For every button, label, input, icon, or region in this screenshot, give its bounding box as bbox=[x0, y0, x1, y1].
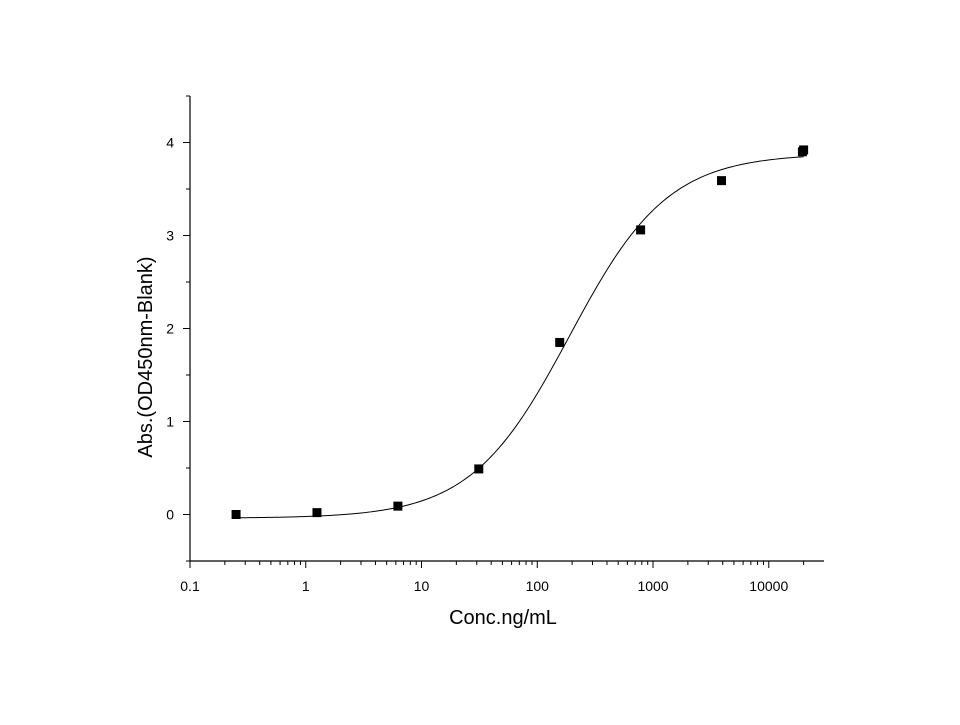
data-point-2 bbox=[393, 501, 403, 511]
data-point-3 bbox=[474, 464, 484, 474]
y-ticks: 0 1 2 3 4 bbox=[166, 95, 190, 562]
data-point-4 bbox=[555, 337, 565, 347]
x-tick-label: 10000 bbox=[749, 578, 788, 594]
axes bbox=[189, 96, 824, 562]
y-axis-title: Abs.(OD450nm-Blank) bbox=[135, 256, 157, 457]
data-point-1 bbox=[312, 508, 322, 518]
x-tick-label: 100 bbox=[526, 578, 550, 594]
data-points bbox=[231, 145, 809, 519]
y-tick-label: 2 bbox=[166, 321, 174, 337]
x-tick-label: 1000 bbox=[637, 578, 668, 594]
data-point-0 bbox=[231, 510, 241, 519]
y-tick-label: 3 bbox=[166, 228, 174, 244]
x-tick-label: 0.1 bbox=[180, 578, 200, 594]
x-axis-title: Conc.ng/mL bbox=[449, 607, 557, 629]
data-point-5 bbox=[636, 225, 646, 235]
data-point-8 bbox=[799, 145, 809, 155]
x-ticks: 0.1 1 10 100 1000 10000 bbox=[180, 561, 805, 594]
y-tick-label: 0 bbox=[166, 507, 174, 523]
y-tick-label: 1 bbox=[166, 414, 174, 430]
fit-curve bbox=[236, 156, 804, 519]
data-point-6 bbox=[717, 176, 727, 186]
y-tick-label: 4 bbox=[166, 135, 174, 151]
x-tick-label: 1 bbox=[302, 578, 310, 594]
x-tick-label: 10 bbox=[414, 578, 430, 594]
